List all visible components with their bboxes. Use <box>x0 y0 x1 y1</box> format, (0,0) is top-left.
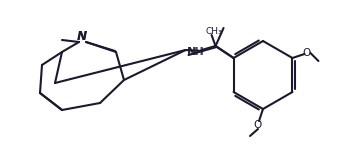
Text: NH: NH <box>187 47 204 57</box>
Text: CH₃: CH₃ <box>205 28 222 37</box>
Text: N: N <box>77 30 87 44</box>
Text: O: O <box>254 120 262 130</box>
Text: O: O <box>302 48 310 58</box>
Text: N: N <box>77 29 87 42</box>
Text: NH: NH <box>188 47 205 57</box>
